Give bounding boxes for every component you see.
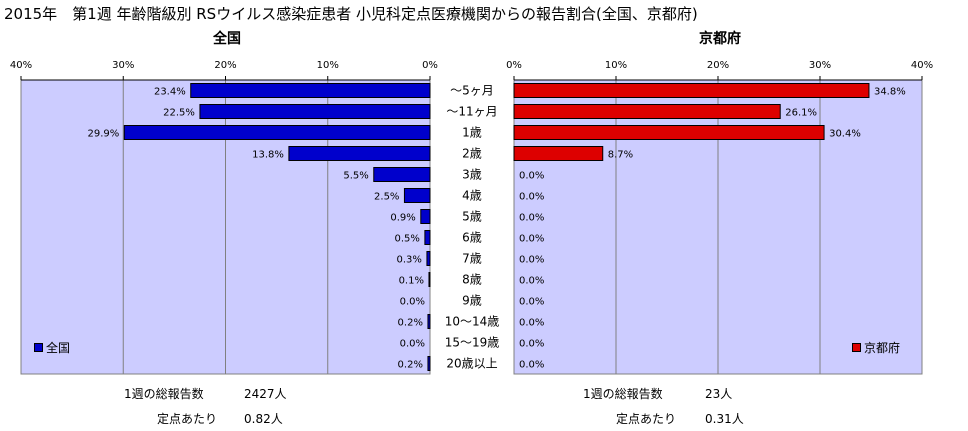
kyoto-legend: 京都府 (852, 339, 900, 356)
kyoto-data-label: 0.0% (519, 255, 544, 266)
category-label: 20歳以上 (446, 357, 497, 371)
national-data-label: 0.9% (390, 213, 415, 224)
national-data-label: 0.3% (397, 255, 422, 266)
category-label: 9歳 (462, 294, 482, 308)
national-per-label: 定点あたり (157, 412, 218, 426)
category-label: 6歳 (462, 231, 482, 245)
category-labels: ～5ヶ月 ～11ヶ月 1歳 2歳 3歳 4歳 5歳 6歳 7歳 8歳 9歳 10～14歳 15～19歳 2… (445, 84, 500, 371)
national-data-label: 0.2% (398, 360, 423, 371)
national-bar (373, 167, 431, 182)
national-bar (428, 272, 431, 287)
kyoto-data-label: 8.7% (608, 150, 633, 161)
kyoto-per-label: 定点あたり (616, 412, 677, 426)
national-tick-label: 40% (10, 60, 32, 71)
national-tick-label: 10% (317, 60, 339, 71)
kyoto-data-label: 0.0% (519, 318, 544, 329)
kyoto-bar (513, 125, 825, 140)
national-bar (403, 188, 431, 203)
kyoto-bar (513, 83, 870, 98)
national-bar (123, 125, 431, 140)
national-tick-label: 20% (214, 60, 236, 71)
kyoto-per-value: 0.31人 (705, 412, 744, 426)
national-data-label: 0.2% (398, 318, 423, 329)
national-bar (424, 230, 431, 245)
kyoto-data-label: 0.0% (519, 171, 544, 182)
national-tick-label: 30% (112, 60, 134, 71)
national-bar (288, 146, 431, 161)
national-data-label: 0.0% (400, 297, 425, 308)
kyoto-legend-label: 京都府 (864, 341, 901, 355)
national-legend-label: 全国 (46, 341, 71, 355)
kyoto-data-label: 0.0% (519, 213, 544, 224)
kyoto-data-label: 0.0% (519, 297, 544, 308)
national-tick-label: 0% (422, 60, 438, 71)
national-bar (427, 314, 431, 329)
kyoto-chart: 0% 10% 20% 30% 40% 34.8% 26.1% 30.4% 8.7% 0.0% 0.0… (506, 60, 933, 375)
kyoto-total-label: 1週の総報告数 (583, 387, 663, 401)
national-legend: 全国 (34, 339, 70, 356)
kyoto-panel-title: 京都府 (699, 31, 741, 47)
national-per-value: 0.82人 (244, 412, 283, 426)
national-total-label: 1週の総報告数 (124, 387, 204, 401)
category-label: 4歳 (462, 189, 482, 203)
category-label: 10～14歳 (445, 315, 500, 329)
national-chart: 40% 30% 20% 10% 0% 23.4% 22.5% 29.9% 13.8% 5.5% 2.… (10, 60, 438, 375)
category-label: 3歳 (462, 168, 482, 182)
national-data-label: 0.1% (399, 276, 424, 287)
category-label: 5歳 (462, 210, 482, 224)
national-data-label: 5.5% (343, 171, 368, 182)
national-data-label: 0.5% (394, 234, 419, 245)
national-data-label: 23.4% (154, 87, 186, 98)
kyoto-data-label: 0.0% (519, 276, 544, 287)
kyoto-data-label: 0.0% (519, 234, 544, 245)
kyoto-data-label: 26.1% (785, 108, 817, 119)
category-label: ～11ヶ月 (446, 105, 497, 119)
category-label: ～5ヶ月 (450, 84, 494, 98)
chart-title: 2015年 第1週 年齢階級別 RSウイルス感染症患者 小児科定点医療機関からの… (4, 5, 698, 23)
national-legend-swatch (34, 343, 43, 352)
kyoto-tick-label: 20% (707, 60, 729, 71)
category-label: 7歳 (462, 252, 482, 266)
category-label: 2歳 (462, 147, 482, 161)
kyoto-data-label: 30.4% (829, 129, 861, 140)
national-total-value: 2427人 (244, 387, 287, 401)
kyoto-data-label: 0.0% (519, 339, 544, 350)
national-bar (190, 83, 431, 98)
category-label: 1歳 (462, 126, 482, 140)
kyoto-data-label: 0.0% (519, 192, 544, 203)
kyoto-tick-label: 40% (911, 60, 933, 71)
kyoto-total-value: 23人 (705, 387, 733, 401)
category-label: 8歳 (462, 273, 482, 287)
category-label: 15～19歳 (445, 336, 500, 350)
national-panel-title: 全国 (213, 31, 241, 47)
kyoto-tick-label: 10% (605, 60, 627, 71)
kyoto-legend-swatch (852, 343, 861, 352)
kyoto-bar (513, 104, 781, 119)
national-data-label: 2.5% (374, 192, 399, 203)
kyoto-data-label: 0.0% (519, 360, 544, 371)
national-bar (427, 356, 431, 371)
national-bar (420, 209, 431, 224)
national-data-label: 22.5% (163, 108, 195, 119)
kyoto-tick-label: 0% (506, 60, 522, 71)
national-bar (199, 104, 431, 119)
kyoto-bar (513, 146, 604, 161)
national-bar (426, 251, 431, 266)
national-data-label: 29.9% (87, 129, 119, 140)
kyoto-tick-label: 30% (809, 60, 831, 71)
kyoto-data-label: 34.8% (874, 87, 906, 98)
national-data-label: 0.0% (400, 339, 425, 350)
national-data-label: 13.8% (252, 150, 284, 161)
